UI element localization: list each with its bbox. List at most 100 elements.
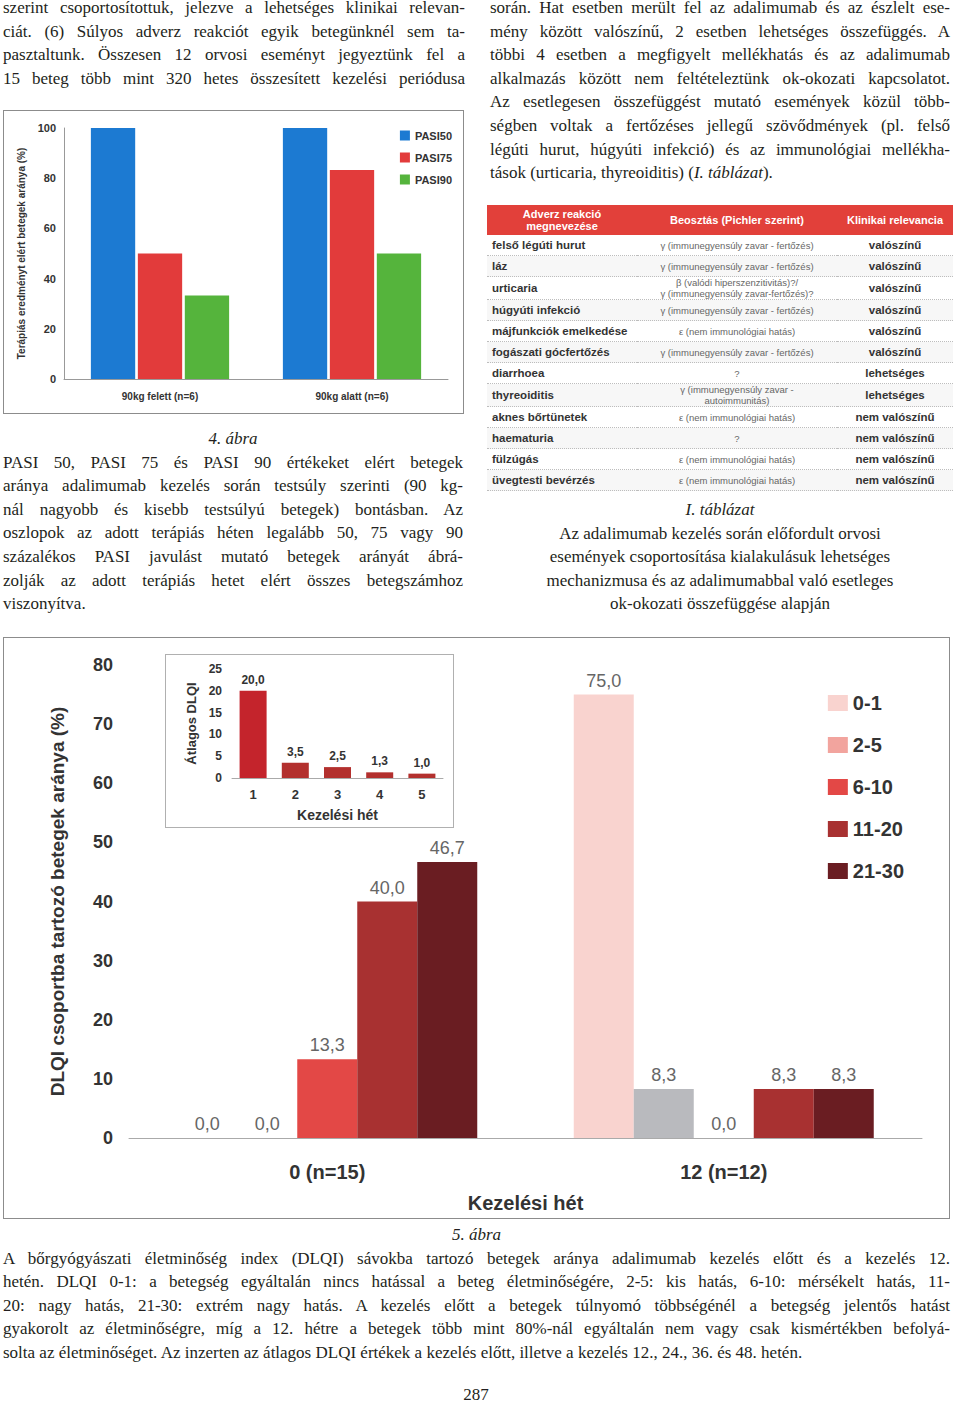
svg-text:0 (n=15): 0 (n=15) (289, 1161, 365, 1183)
svg-text:6-10: 6-10 (853, 776, 893, 798)
html-text:oszlopok az adott terápiás hét: oszlopok az adott terápiás héten legaláb… (3, 523, 463, 543)
svg-text:20: 20 (209, 684, 223, 698)
html-text:287: 287 (463, 1385, 489, 1404)
html-text:többi 4 esetben a megfigyelt m: többi 4 esetben a megfigyelt mellékhatás… (490, 45, 950, 65)
svg-text:13,3: 13,3 (310, 1035, 345, 1055)
svg-text:20: 20 (93, 1010, 113, 1030)
svg-text:Kezelési hét: Kezelési hét (297, 807, 378, 823)
html-text:PASI 50, PASI 75 és PASI 90 ér: PASI 50, PASI 75 és PASI 90 értékeket el… (3, 452, 463, 472)
html-text:pasztaltunk. Összesen 12 orvos: pasztaltunk. Összesen 12 orvosi eseményt… (3, 45, 465, 65)
html-text:légúti hurut, húgyúti infekció: légúti hurut, húgyúti infekció) és az im… (490, 139, 950, 159)
html-text:zolják az adott terápiás hetet: zolják az adott terápiás hetet elért öss… (3, 570, 463, 590)
svg-text:30: 30 (93, 951, 113, 971)
svg-text:Terápiás eredményt elért beteg: Terápiás eredményt elért betegek aránya … (16, 148, 27, 360)
svg-text:46,7: 46,7 (430, 838, 465, 858)
html-text:15 beteg több mint 320 hetes ö: 15 beteg több mint 320 hetes összesített… (3, 68, 465, 88)
svg-text:8,3: 8,3 (831, 1065, 856, 1085)
svg-text:80: 80 (44, 172, 56, 184)
svg-text:8,3: 8,3 (651, 1065, 676, 1085)
html-text:gyakorolt az életminőségre, mí: gyakorolt az életminőségre, míg a 12. hé… (3, 1319, 950, 1339)
svg-text:1: 1 (249, 787, 256, 802)
svg-text:8,3: 8,3 (771, 1065, 796, 1085)
html-text:valószínű: valószínű (868, 259, 922, 272)
svg-text:PASI50: PASI50 (415, 130, 452, 142)
html-text:valószínű: valószínű (868, 303, 922, 316)
svg-text:20,0: 20,0 (241, 673, 265, 687)
svg-text:0,0: 0,0 (711, 1114, 736, 1134)
svg-text:1,0: 1,0 (414, 756, 431, 770)
svg-text:PASI75: PASI75 (415, 152, 452, 164)
svg-text:80: 80 (93, 655, 113, 675)
html-text:láz: láz (492, 259, 508, 272)
html-text:százalékos PASI javulást mutat: százalékos PASI javulást mutató betegek … (3, 547, 463, 566)
svg-text:40,0: 40,0 (370, 878, 405, 898)
svg-text:0,0: 0,0 (195, 1114, 220, 1134)
svg-text:11-20: 11-20 (853, 818, 903, 840)
html-text:tások (urticaria, thyreoiditis: tások (urticaria, thyreoiditis) (I. tábl… (490, 163, 773, 183)
svg-text:0: 0 (215, 771, 222, 785)
svg-text:1,3: 1,3 (371, 754, 388, 768)
svg-text:90kg alatt (n=6): 90kg alatt (n=6) (315, 391, 388, 402)
svg-text:0: 0 (50, 373, 56, 385)
svg-text:25: 25 (209, 662, 223, 676)
svg-text:0-1: 0-1 (853, 692, 882, 714)
svg-text:5: 5 (215, 749, 222, 763)
html-text:A bőrgyógyászati életminőség i: A bőrgyógyászati életminőség index (DLQI… (3, 1248, 950, 1268)
svg-text:90kg felett (n=6): 90kg felett (n=6) (122, 391, 198, 402)
svg-text:40: 40 (93, 892, 113, 912)
html-text:urticaria: urticaria (492, 281, 538, 294)
html-text:valószínű: valószínű (868, 281, 922, 294)
svg-text:12 (n=12): 12 (n=12) (680, 1161, 767, 1183)
html-text:5. ábra: 5. ábra (451, 1225, 502, 1244)
svg-text:10: 10 (209, 727, 223, 741)
svg-text:75,0: 75,0 (586, 671, 621, 691)
svg-text:2: 2 (292, 787, 299, 802)
svg-text:21-30: 21-30 (853, 860, 904, 882)
html-text:ciát. (6) Súlyos adverz reakci: ciát. (6) Súlyos adverz reakciót egyik b… (3, 21, 465, 41)
html-text:mechanizmusa és az adalimumabb: mechanizmusa és az adalimumabbal való es… (546, 570, 894, 590)
html-text:solta az életminőséget. Az inz: solta az életminőséget. Az inzerten az á… (3, 1343, 803, 1362)
html-text:ok-okozati összefüggése alapjá: ok-okozati összefüggése alapján (610, 594, 830, 614)
svg-text:70: 70 (93, 714, 113, 734)
html-text:hetén. DLQI 0-1: a betegség eg: hetén. DLQI 0-1: a betegség egyáltalán n… (3, 1272, 950, 1292)
html-text:4. ábra: 4. ábra (208, 429, 258, 448)
html-text:alkalmazás között nem feltétel: alkalmazás között nem feltételeztünk ok-… (490, 68, 950, 88)
svg-text:0,0: 0,0 (255, 1114, 280, 1134)
svg-text:10: 10 (93, 1069, 113, 1089)
svg-text:Kezelési hét: Kezelési hét (468, 1192, 584, 1214)
html-text:20: nagy hatás, 21-30: extrém: 20: nagy hatás, 21-30: extrém nagy hatás… (3, 1295, 950, 1315)
svg-text:60: 60 (44, 222, 56, 234)
svg-text:4: 4 (376, 787, 384, 802)
svg-text:2-5: 2-5 (853, 734, 882, 756)
html-text:Az adalimumab kezelés során el: Az adalimumab kezelés során előfordult o… (559, 523, 881, 543)
svg-text:PASI90: PASI90 (415, 174, 452, 186)
html-text:valószínű: valószínű (868, 238, 922, 251)
html-text:I. táblázat: I. táblázat (685, 500, 755, 519)
html-text:felső légúti hurut: felső légúti hurut (492, 238, 586, 251)
html-text:húgyúti infekció: húgyúti infekció (492, 303, 581, 316)
svg-text:0: 0 (103, 1128, 113, 1148)
svg-text:40: 40 (44, 273, 56, 285)
html-text:valószínű: valószínű (868, 324, 922, 337)
svg-text:15: 15 (209, 706, 223, 720)
html-text:nál nagyobb és kisebb testsúly: nál nagyobb és kisebb testsúlyú betegek)… (3, 499, 463, 519)
svg-text:DLQI csoportba tartozó betegek: DLQI csoportba tartozó betegek aránya (%… (47, 707, 68, 1097)
html-text:események csoportosítása kiala: események csoportosítása kialakulásuk le… (549, 547, 891, 567)
html-text:fogászati gócfertőzés: fogászati gócfertőzés (492, 345, 610, 358)
svg-text:3,5: 3,5 (287, 745, 304, 759)
svg-text:2,5: 2,5 (329, 749, 346, 763)
html-text:Az esetlegesen összefüggést mu: Az esetlegesen összefüggést mutató esemé… (490, 92, 950, 112)
html-text:ségben voltak a fertőzéses jel: ségben voltak a fertőzéses jellegű szövő… (490, 116, 950, 135)
svg-text:50: 50 (93, 832, 113, 852)
html-text:mény között valószínű, 2 esetb: mény között valószínű, 2 esetben lehetsé… (490, 21, 950, 41)
html-text:viszonyítva.: viszonyítva. (3, 594, 86, 614)
svg-text:5: 5 (418, 787, 425, 802)
svg-text:20: 20 (44, 323, 56, 335)
svg-text:100: 100 (38, 122, 56, 134)
svg-text:3: 3 (334, 787, 341, 802)
svg-text:Átlagos DLQI: Átlagos DLQI (184, 682, 199, 764)
html-text:májfunkciók emelkedése: májfunkciók emelkedése (492, 324, 628, 337)
html-text:Adverz reakció megnevezése: Adverz reakció megnevezése (522, 208, 602, 232)
svg-text:60: 60 (93, 773, 113, 793)
html-text:aránya adalimumab kezelés sorá: aránya adalimumab kezelés során testsúly… (3, 476, 463, 496)
